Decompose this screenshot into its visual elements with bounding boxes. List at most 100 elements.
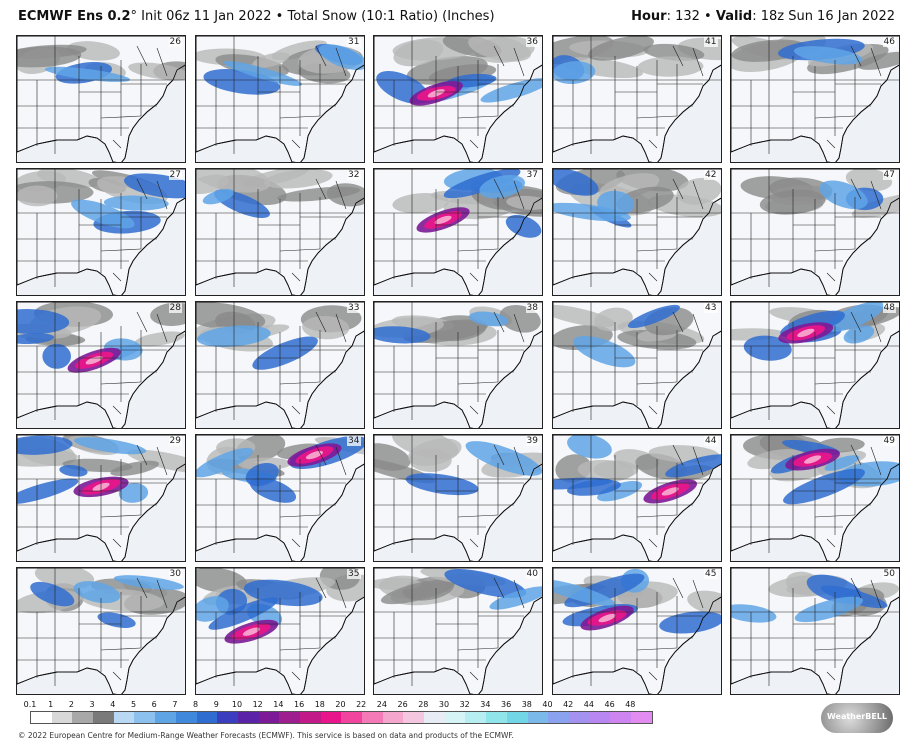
- ensemble-member-panel: 36: [373, 35, 543, 163]
- hour-label: Hour: [631, 9, 667, 24]
- member-number: 29: [168, 436, 182, 446]
- colorbar-tick-label: 30: [438, 700, 450, 709]
- panel-map: [17, 302, 185, 428]
- ensemble-member-panel: 45: [551, 567, 722, 695]
- ensemble-member-panel: 42: [551, 168, 722, 296]
- colorbar-tick-label: 44: [583, 700, 594, 709]
- colorbar-tick-label: 2: [68, 700, 74, 709]
- weatherbell-logo: WeatherBELL: [821, 703, 893, 733]
- hour-value: : 132: [666, 9, 700, 24]
- colorbar-tick-label: 24: [376, 700, 387, 709]
- colorbar-swatch: [527, 712, 549, 723]
- ensemble-member-panel: 33: [194, 301, 365, 429]
- colorbar-tick-label: 7: [172, 700, 178, 709]
- panel-map: [552, 435, 721, 561]
- colorbar-tick-label: 40: [542, 700, 553, 709]
- colorbar-swatch: [424, 712, 445, 723]
- member-number: 33: [347, 303, 361, 313]
- colorbar-tick-label: 26: [397, 700, 408, 709]
- valid-separator: •: [704, 9, 712, 24]
- colorbar-swatch: [279, 712, 300, 723]
- ensemble-member-panel: 37: [373, 168, 543, 296]
- member-number: 39: [525, 436, 539, 446]
- panel-map: [731, 435, 899, 561]
- colorbar-swatch: [175, 712, 197, 723]
- colorbar-labels: 0.1 1 2 3 4 5 6 7 8 9 10 12 14 16 18 20 22 24 26 28 30 32 34 36…: [24, 700, 670, 710]
- panel-map: [552, 36, 721, 162]
- member-number: 32: [347, 170, 361, 180]
- panel-map: [374, 568, 542, 694]
- ensemble-member-panel: 44: [551, 434, 722, 562]
- colorbar-tick-label: 16: [294, 700, 305, 709]
- colorbar-tick-label: 22: [356, 700, 367, 709]
- member-number: 38: [525, 303, 539, 313]
- panel-map: [17, 36, 185, 162]
- member-number: 43: [704, 303, 718, 313]
- panel-map: [195, 169, 364, 295]
- member-number: 41: [704, 37, 718, 47]
- colorbar-swatch: [93, 712, 114, 723]
- colorbar-swatch: [155, 712, 176, 723]
- panel-map: [552, 568, 721, 694]
- colorbar-swatch: [72, 712, 94, 723]
- member-number: 47: [882, 170, 896, 180]
- colorbar-swatch: [299, 712, 321, 723]
- colorbar-tick-label: 38: [521, 700, 532, 709]
- ensemble-member-panel: 28: [16, 301, 186, 429]
- colorbar-tick-label: 18: [314, 700, 325, 709]
- member-number: 35: [347, 569, 361, 579]
- copyright-footer: © 2022 European Centre for Medium-Range …: [18, 731, 514, 740]
- colorbar-swatch: [506, 712, 528, 723]
- colorbar-swatch: [362, 712, 383, 723]
- member-number: 30: [168, 569, 182, 579]
- ensemble-member-panel: 38: [373, 301, 543, 429]
- degree-symbol: °: [130, 9, 138, 24]
- colorbar-swatch: [630, 712, 652, 723]
- colorbar-swatch: [341, 712, 362, 723]
- colorbar-tick-label: 34: [480, 700, 491, 709]
- ensemble-member-panel: 43: [551, 301, 722, 429]
- colorbar-swatch: [382, 712, 404, 723]
- panel-map: [195, 302, 364, 428]
- ensemble-member-panel: 48: [730, 301, 900, 429]
- colorbar-swatch: [258, 712, 280, 723]
- ensemble-member-panel: 50: [730, 567, 900, 695]
- colorbar-swatch: [403, 712, 425, 723]
- colorbar-swatch: [486, 712, 507, 723]
- member-number: 46: [882, 37, 896, 47]
- colorbar: 0.1 1 2 3 4 5 6 7 8 9 10 12 14 16 18 20 22 24 26 28 30 32 34 36…: [24, 700, 653, 724]
- member-number: 48: [882, 303, 896, 313]
- colorbar-tick-label: 4: [110, 700, 116, 709]
- panel-map: [731, 169, 899, 295]
- colorbar-swatch: [31, 712, 52, 723]
- ensemble-member-panel: 39: [373, 434, 543, 562]
- colorbar-tick-label: 46: [604, 700, 615, 709]
- colorbar-swatch: [134, 712, 156, 723]
- panel-map: [374, 169, 542, 295]
- colorbar-tick-label: 9: [213, 700, 219, 709]
- member-number: 45: [704, 569, 718, 579]
- panel-map: [195, 568, 364, 694]
- colorbar-tick-label: 36: [501, 700, 512, 709]
- panel-map: [374, 435, 542, 561]
- colorbar-tick-label: 1: [48, 700, 54, 709]
- title-separator: •: [275, 9, 284, 24]
- member-number: 50: [882, 569, 896, 579]
- panel-map: [17, 435, 185, 561]
- colorbar-swatch: [568, 712, 590, 723]
- ensemble-member-panel: 40: [373, 567, 543, 695]
- member-number: 40: [525, 569, 539, 579]
- colorbar-swatch: [113, 712, 135, 723]
- colorbar-swatch: [237, 712, 259, 723]
- colorbar-tick-label: 10: [231, 700, 243, 709]
- colorbar-swatch: [51, 712, 73, 723]
- header: ECMWF Ens 0.2° Init 06z 11 Jan 2022 • To…: [0, 0, 913, 34]
- colorbar-swatch: [465, 712, 487, 723]
- chart-title: ECMWF Ens 0.2° Init 06z 11 Jan 2022 • To…: [18, 9, 495, 24]
- valid-label: Valid: [715, 9, 753, 24]
- ensemble-member-panel: 35: [194, 567, 365, 695]
- colorbar-tick-label: 8: [193, 700, 199, 709]
- panel-map: [195, 435, 364, 561]
- ensemble-member-panel: 29: [16, 434, 186, 562]
- member-number: 34: [347, 436, 361, 446]
